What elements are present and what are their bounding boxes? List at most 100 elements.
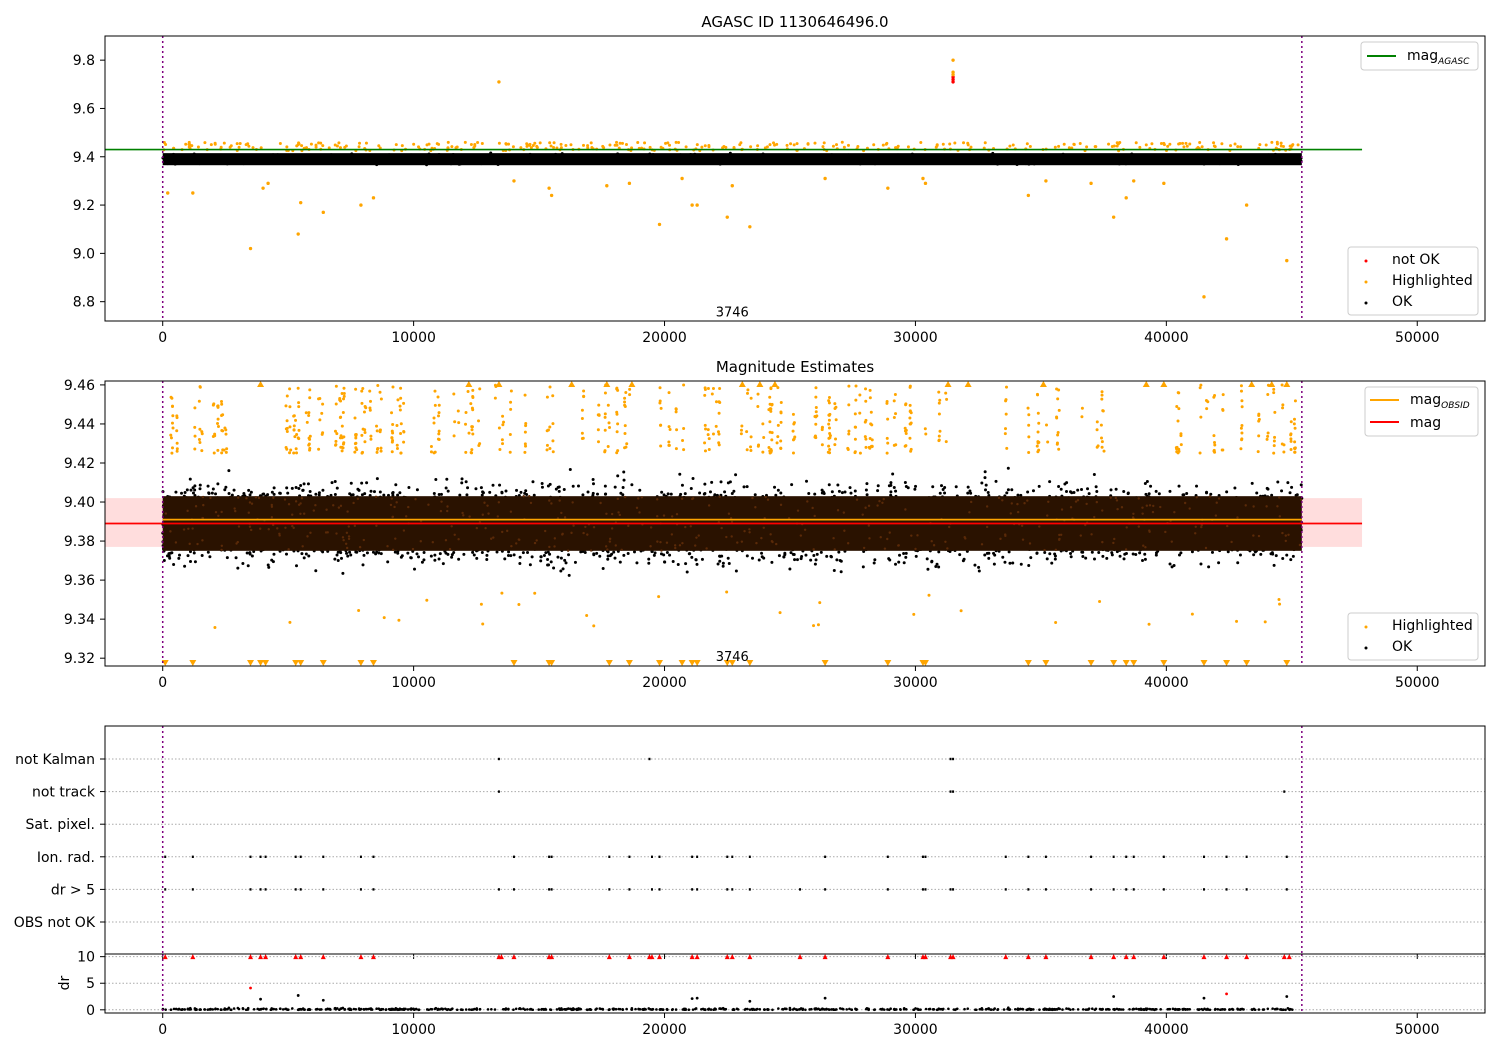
ok-point [1286,157,1290,161]
ok-point [1105,158,1109,162]
ok-point [1154,553,1158,557]
ok-point [316,156,320,160]
ok-point [940,158,944,162]
ok-point [637,158,641,162]
ok-point [562,488,566,492]
ok-point [450,555,454,559]
ok-point [833,159,837,163]
ok-point [1092,557,1096,561]
ok-point [349,481,353,485]
ok-point [1118,554,1122,558]
ok-point [183,154,187,158]
ok-point [906,158,910,162]
highlighted-point [768,143,772,147]
ok-point [1260,155,1264,159]
ok-point [761,152,765,156]
panel1-xtick-label: 30000 [893,330,938,346]
point-highlighted [657,222,662,227]
ok-point [712,155,716,159]
ok-point [950,153,954,157]
ok-point [246,564,250,568]
ok-point [1254,156,1258,160]
point-highlighted [886,186,890,190]
ok-point [341,571,345,575]
ok-point [965,158,969,162]
highlighted-point [529,146,533,150]
ok-point [1050,561,1054,565]
point-highlighted [1026,193,1031,198]
ok-point [937,550,941,554]
highlighted-point [188,143,192,147]
highlighted-point [624,142,628,146]
highlighted-point [533,141,537,145]
ok-point [511,154,515,158]
ok-point [564,156,568,160]
ok-point [660,490,664,494]
ok-point [838,559,842,563]
ok-point [363,160,367,164]
highlighted-point [1212,144,1216,148]
ok-point [274,160,278,164]
ok-point [415,488,419,492]
ok-point [1259,552,1263,556]
ok-point [1274,160,1278,164]
ok-point [665,550,669,554]
ok-point [375,163,379,167]
ok-point [1095,489,1099,493]
ok-point [1239,159,1243,163]
ok-point [958,154,962,158]
highlighted-point [1275,142,1279,146]
ok-point [360,481,364,485]
highlighted-point [659,145,663,149]
panel1-xtick-label: 40000 [1144,330,1189,346]
ok-point [1001,157,1005,161]
ok-point [421,160,425,164]
ok-point [704,154,708,158]
ok-point [563,558,567,562]
ok-point [1094,485,1098,489]
ok-point [838,159,842,163]
ok-point [884,157,888,161]
ok-point [912,159,916,163]
highlighted-point [1236,145,1240,149]
ok-point [230,493,234,497]
ok-point [1157,157,1161,161]
ok-point [904,555,908,559]
ok-point [198,158,202,162]
ok-point [682,156,686,160]
ok-point [1004,157,1008,161]
ok-point [1131,552,1135,556]
highlighted-point [1279,141,1283,145]
highlighted-point [1220,142,1224,146]
ok-point [272,552,276,556]
panel1-xtick-label: 20000 [642,330,687,346]
ok-point [1296,159,1300,163]
ok-point [441,156,445,160]
ok-point [314,569,318,573]
highlighted-point [948,142,952,146]
ok-point [461,157,465,161]
highlighted-point [564,143,568,147]
ok-point [557,489,561,493]
ok-point [870,155,874,159]
ok-point [1227,160,1231,164]
ok-point [286,491,290,495]
highlighted-point [472,146,476,150]
ok-point [451,156,455,160]
ok-point [1177,484,1181,488]
ok-point [398,491,402,495]
highlighted-point [238,142,242,146]
ok-point [732,489,736,493]
ok-point [1100,157,1104,161]
ok-point [1124,162,1128,166]
ok-point [306,482,310,486]
ok-point [915,158,919,162]
ok-point [186,157,190,161]
panel1-annotation: 3746 [716,305,749,320]
ok-point [432,155,436,159]
ok-point [360,493,364,497]
highlighted-point [674,140,678,144]
point-not-ok [951,80,955,84]
ok-point [973,563,977,567]
ok-point [445,477,449,481]
